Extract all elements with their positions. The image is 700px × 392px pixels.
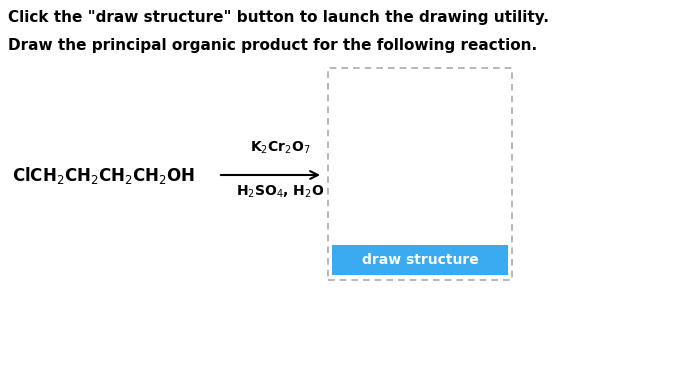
Text: Draw the principal organic product for the following reaction.: Draw the principal organic product for t… [8, 38, 537, 53]
Bar [328, 68, 512, 280]
Text: K$_2$Cr$_2$O$_7$: K$_2$Cr$_2$O$_7$ [250, 140, 310, 156]
Text: ClCH$_2$CH$_2$CH$_2$CH$_2$OH: ClCH$_2$CH$_2$CH$_2$CH$_2$OH [12, 165, 195, 185]
Text: Click the "draw structure" button to launch the drawing utility.: Click the "draw structure" button to lau… [8, 10, 549, 25]
Text: draw structure: draw structure [362, 253, 478, 267]
Bar [332, 245, 508, 275]
Text: H$_2$SO$_4$, H$_2$O: H$_2$SO$_4$, H$_2$O [236, 184, 324, 200]
